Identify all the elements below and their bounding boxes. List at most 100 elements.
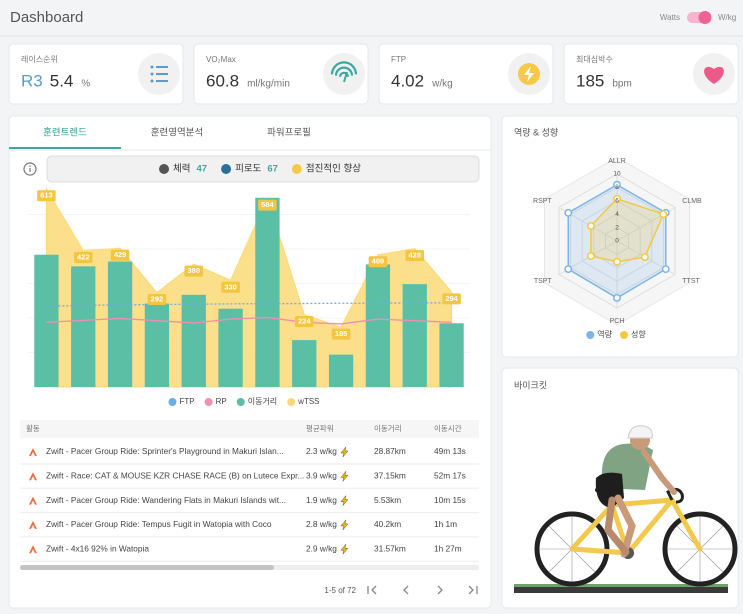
stat-card xyxy=(378,43,554,105)
legend: FTP RP 이동거리 wTSS xyxy=(168,396,320,406)
ground-grass xyxy=(514,584,728,587)
stat-unit: w/kg xyxy=(431,79,453,90)
stat-unit: % xyxy=(81,79,90,90)
radar-point xyxy=(613,180,621,189)
page-next[interactable] xyxy=(437,585,443,595)
stat-card xyxy=(8,43,184,105)
data-label-bg xyxy=(221,281,240,293)
radar-point xyxy=(586,221,595,230)
radar-tick-label: 8 xyxy=(615,184,619,191)
data-label: 185 xyxy=(335,329,348,338)
activity-name: Zwift - Pacer Group Ride: Sprinter's Pla… xyxy=(46,446,284,456)
unit-toggle[interactable] xyxy=(687,11,712,24)
legend-swatch xyxy=(586,331,595,339)
pagination-label: 1-5 of 72 xyxy=(324,586,356,595)
bar xyxy=(402,284,427,387)
icon-bolt xyxy=(524,66,534,82)
table-header: 이동거리 xyxy=(374,423,402,433)
activity-icon xyxy=(29,448,37,456)
summary-label: 체력 xyxy=(173,163,190,175)
scrollbar-thumb[interactable] xyxy=(20,565,274,570)
legend-swatch xyxy=(287,398,296,406)
rider-arm xyxy=(641,449,677,495)
data-label-bg xyxy=(110,249,130,261)
icon-dot xyxy=(150,72,154,76)
icon-arc xyxy=(338,71,350,78)
table-row[interactable]: Zwift - Pacer Group Ride: Sprinter's Pla… xyxy=(20,446,479,465)
ground-road xyxy=(514,587,728,593)
radar-title: 역량 & 성향 xyxy=(514,126,558,137)
table-row[interactable]: Zwift - Pacer Group Ride: Wandering Flat… xyxy=(20,495,479,514)
bike-illustration xyxy=(514,425,738,593)
icon-dot xyxy=(150,65,154,69)
data-label: 224 xyxy=(298,317,311,326)
toggle-label-on: W/kg xyxy=(718,13,736,22)
tab[interactable]: 훈련트렌드 xyxy=(43,127,87,139)
table-row[interactable]: Zwift - 4x16 92% in Watopia 2.9 w/kg 31.57… xyxy=(20,543,479,562)
radar-tick-label: 6 xyxy=(615,198,619,205)
page-title: Dashboard xyxy=(10,9,83,26)
page-last[interactable] xyxy=(468,585,478,595)
radar-point xyxy=(640,253,649,262)
legend-swatch xyxy=(204,398,213,406)
data-label: 429 xyxy=(114,250,127,259)
radar-point xyxy=(613,194,621,203)
radar-tick-label: 0 xyxy=(615,238,619,245)
toggle-knob xyxy=(698,11,712,24)
summary-label: 피로도 xyxy=(235,164,261,175)
avg-power: 2.8 w/kg xyxy=(306,519,337,529)
line xyxy=(46,302,452,307)
stat-icon-bg xyxy=(323,53,365,95)
table-header-bg xyxy=(20,420,479,438)
avg-power: 2.9 w/kg xyxy=(306,543,337,553)
data-label-bg xyxy=(294,316,314,328)
radar-point xyxy=(613,257,621,266)
bike-title: 바이크킷 xyxy=(514,379,547,390)
legend-label: 이동거리 xyxy=(248,396,277,406)
page-first[interactable] xyxy=(367,585,377,595)
radar-axis-label: TSPT xyxy=(534,278,553,285)
legend-label: RP xyxy=(216,397,227,406)
legend-swatch xyxy=(236,398,245,406)
bar xyxy=(218,308,243,387)
radar-axis-label: RSPT xyxy=(533,198,552,205)
table-header: 평균파워 xyxy=(306,423,334,433)
table-header: 이동시간 xyxy=(434,423,462,433)
stat-unit: bpm xyxy=(612,79,631,90)
info-circle xyxy=(23,162,37,176)
stat-rank: R3 xyxy=(21,71,43,90)
avg-power: 1.9 w/kg xyxy=(306,495,337,505)
info-icon[interactable] xyxy=(23,162,37,176)
table-row[interactable]: Zwift - Race: CAT & MOUSE KZR CHASE RACE… xyxy=(20,470,479,489)
distance: 37.15km xyxy=(374,470,406,480)
stat-card xyxy=(563,43,739,105)
stat-label: 레이스순위 xyxy=(21,54,58,64)
table-row[interactable]: Zwift - Pacer Group Ride: Tempus Fugit i… xyxy=(20,519,479,538)
icon-chevron xyxy=(468,585,474,595)
power-icon xyxy=(340,471,349,482)
activity-icon xyxy=(29,520,37,529)
data-label: 380 xyxy=(187,266,200,275)
legend-swatch xyxy=(620,331,628,339)
data-label-bg xyxy=(405,250,425,262)
data-label: 409 xyxy=(372,257,385,266)
legend-label: 역량 xyxy=(597,329,612,339)
activity-name: Zwift - Race: CAT & MOUSE KZR CHASE RACE… xyxy=(46,470,304,480)
data-label-bg xyxy=(368,256,388,268)
avg-power: 2.3 w/kg xyxy=(306,446,337,456)
data-label: 292 xyxy=(151,295,164,304)
tab[interactable]: 파워프로필 xyxy=(267,127,311,139)
tab[interactable]: 훈련영역분석 xyxy=(151,127,203,139)
radar-point xyxy=(613,294,621,302)
radar-point xyxy=(586,252,595,261)
icon-chevron xyxy=(371,585,377,595)
radar-point xyxy=(661,265,670,274)
stat-value: 60.8 xyxy=(206,71,239,90)
data-label-bg xyxy=(258,199,277,211)
summary-value: 67 xyxy=(267,164,278,175)
data-label: 584 xyxy=(261,200,274,209)
data-label-bg xyxy=(442,293,461,305)
page-prev[interactable] xyxy=(403,585,409,595)
